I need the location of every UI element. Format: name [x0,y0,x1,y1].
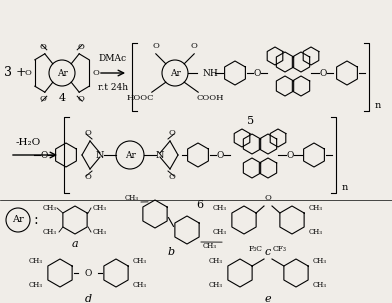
Text: F₃C: F₃C [249,245,263,253]
Text: O: O [265,194,271,202]
Text: NH: NH [203,68,219,78]
Text: O: O [253,68,261,78]
Text: COOH: COOH [196,94,224,102]
Text: O: O [39,95,46,103]
Text: CH₃: CH₃ [309,204,323,212]
Text: CH₃: CH₃ [43,204,57,212]
Text: O: O [24,69,31,77]
Text: N: N [156,151,164,159]
Text: n: n [375,102,381,111]
Text: O: O [39,43,46,51]
Text: CH₃: CH₃ [309,228,323,236]
Text: CH₃: CH₃ [313,257,327,265]
Text: 6: 6 [196,200,203,210]
Text: n: n [342,184,348,192]
Text: 5: 5 [247,116,254,126]
Text: CH₃: CH₃ [93,204,107,212]
Text: CH₃: CH₃ [29,281,43,289]
Text: 3 +: 3 + [4,66,27,79]
Text: O: O [152,42,159,50]
Text: HOOC: HOOC [126,94,154,102]
Text: d: d [84,294,92,303]
Text: Ar: Ar [170,68,180,78]
Text: CH₃: CH₃ [125,194,139,202]
Text: O: O [286,151,294,159]
Text: CH₃: CH₃ [209,257,223,265]
Text: CH₃: CH₃ [313,281,327,289]
Text: CF₃: CF₃ [273,245,287,253]
Text: DMAc: DMAc [99,54,127,63]
Text: O: O [84,268,92,278]
Text: O: O [93,69,100,77]
Text: O: O [319,68,327,78]
Text: O: O [191,42,198,50]
Text: CH₃: CH₃ [213,204,227,212]
Text: O: O [216,151,224,159]
Text: CH₃: CH₃ [209,281,223,289]
Text: O: O [85,129,91,137]
Text: O: O [169,129,176,137]
Text: Ar: Ar [12,215,24,225]
Text: CH₃: CH₃ [43,228,57,236]
Text: CH₃: CH₃ [133,281,147,289]
Text: b: b [167,247,174,257]
Text: -H₂O: -H₂O [15,138,41,147]
Text: CH₃: CH₃ [29,257,43,265]
Text: Ar: Ar [125,151,136,159]
Text: N: N [96,151,104,159]
Text: r.t 24h: r.t 24h [98,83,128,92]
Text: :: : [34,213,39,227]
Text: CH₃: CH₃ [133,257,147,265]
Text: Ar: Ar [56,68,67,78]
Text: c: c [265,247,271,257]
Text: CH₃: CH₃ [93,228,107,236]
Text: a: a [72,239,78,249]
Text: O: O [169,173,176,181]
Text: e: e [265,294,271,303]
Text: O: O [85,173,91,181]
Text: O: O [40,151,48,159]
Text: O: O [78,43,85,51]
Text: CH₃: CH₃ [213,228,227,236]
Text: 4: 4 [58,93,65,103]
Text: O: O [78,95,85,103]
Text: CH₃: CH₃ [203,242,217,250]
